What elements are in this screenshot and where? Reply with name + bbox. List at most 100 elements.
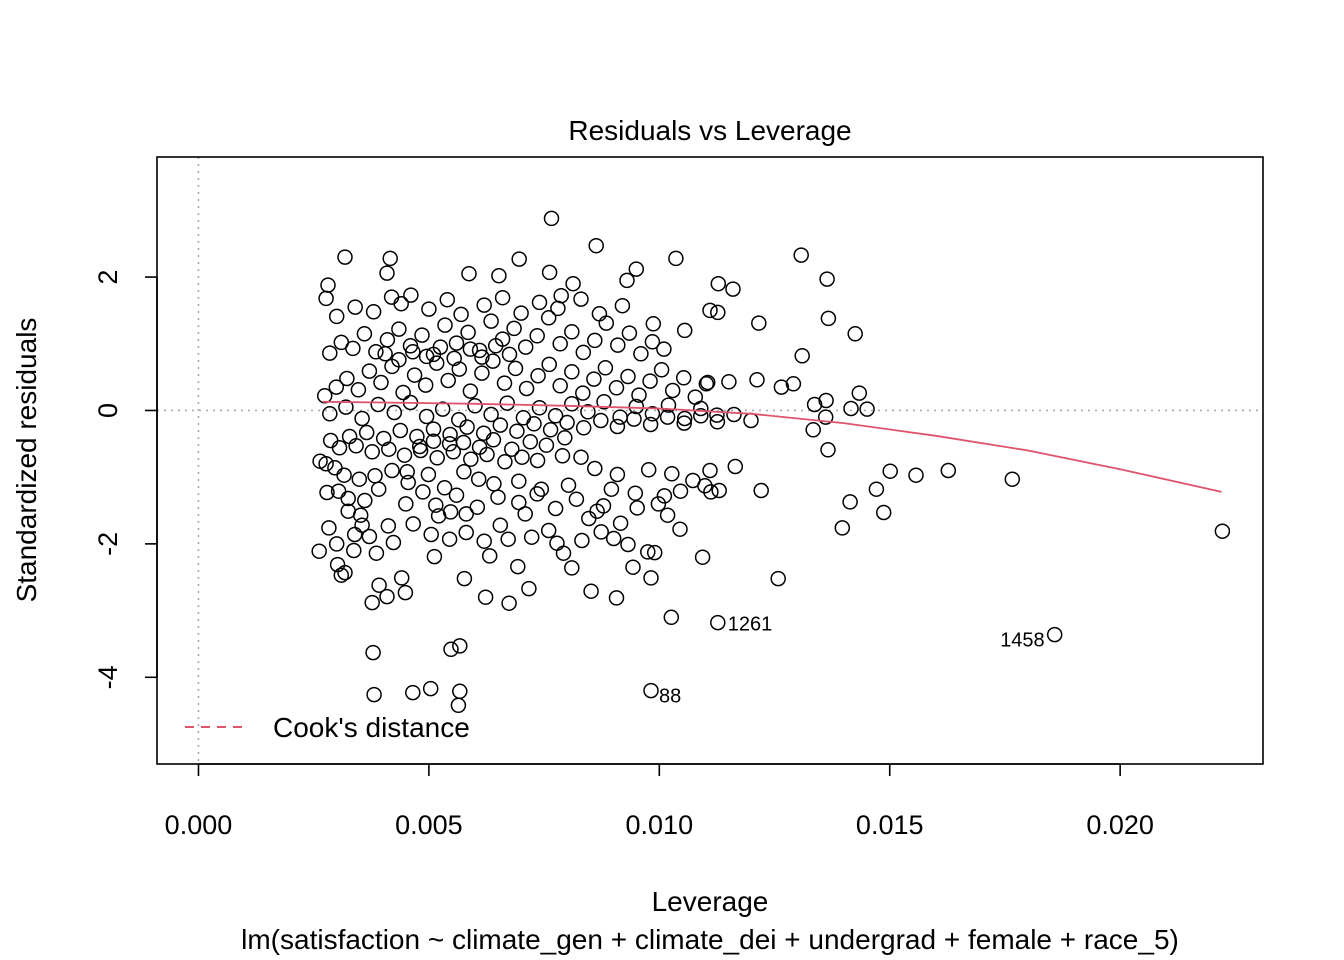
data-point: [547, 500, 564, 517]
data-point: [646, 544, 663, 561]
data-point: [672, 483, 689, 499]
data-point: [522, 434, 539, 450]
data-point: [515, 410, 532, 426]
data-point: [330, 483, 347, 499]
data-point: [510, 558, 526, 575]
data-point: [371, 577, 387, 593]
data-point: [609, 418, 626, 435]
point-label-1458: 1458: [1000, 630, 1045, 652]
data-point: [441, 531, 458, 547]
data-point: [443, 641, 459, 658]
data-point: [396, 447, 413, 463]
data-point: [656, 488, 673, 504]
data-point: [351, 471, 368, 487]
data-point: [608, 590, 625, 606]
data-point: [383, 289, 400, 305]
data-point: [492, 517, 509, 533]
data-point: [500, 531, 516, 547]
data-point: [361, 528, 378, 545]
data-point: [346, 526, 363, 543]
data-point: [785, 376, 802, 392]
x-axis-label: Leverage: [652, 886, 769, 917]
data-point: [460, 324, 476, 341]
data-point: [336, 467, 352, 483]
data-point: [452, 683, 468, 700]
data-point: [514, 449, 530, 465]
data-point: [540, 522, 557, 539]
data-point: [710, 614, 726, 631]
data-point: [726, 406, 742, 423]
data-point: [428, 497, 444, 513]
data-point: [506, 320, 522, 337]
x-tick-label: 0.020: [1086, 810, 1154, 840]
data-point: [575, 420, 592, 436]
data-point: [452, 638, 468, 654]
data-point: [398, 496, 414, 512]
data-point: [819, 271, 835, 287]
data-point: [725, 281, 741, 297]
data-point: [453, 306, 469, 323]
data-point: [405, 516, 421, 532]
data-point: [517, 506, 533, 522]
data-point: [608, 380, 625, 396]
data-point: [337, 249, 353, 265]
data-point: [405, 344, 421, 360]
data-point: [347, 299, 363, 315]
data-point: [318, 456, 334, 472]
data-point: [487, 338, 504, 354]
data-point: [429, 450, 445, 466]
data-point: [553, 287, 569, 304]
data-point: [384, 462, 400, 479]
y-axis: -4 -2 0 2: [93, 270, 158, 689]
data-point: [644, 406, 661, 422]
smooth-curve: [322, 400, 1222, 493]
data-point: [434, 401, 451, 417]
data-point: [751, 315, 767, 331]
data-point: [339, 370, 355, 387]
data-point: [470, 471, 487, 487]
data-point: [568, 491, 585, 507]
plot-frame: [156, 156, 1264, 765]
data-point: [703, 484, 719, 500]
data-point: [583, 583, 599, 599]
data-point: [627, 485, 644, 501]
data-point: [1004, 471, 1021, 487]
data-point: [361, 363, 378, 379]
y-axis-label: Standardized residuals: [11, 318, 42, 603]
data-point: [458, 506, 474, 522]
data-point: [676, 410, 693, 427]
data-point: [702, 302, 718, 319]
data-point: [517, 339, 534, 355]
data-point: [471, 342, 488, 359]
data-point: [425, 433, 442, 449]
data-point: [834, 520, 851, 536]
legend-label-cooks-distance: Cook's distance: [273, 712, 470, 743]
legend: Cook's distance: [185, 712, 470, 743]
data-point: [640, 462, 657, 478]
data-point: [459, 419, 475, 435]
data-point: [346, 542, 362, 559]
data-point: [586, 371, 602, 387]
data-point: [564, 396, 580, 412]
data-point: [574, 532, 590, 549]
data-point: [331, 440, 348, 456]
data-point: [908, 467, 924, 483]
y-tick-label: -4: [93, 665, 123, 689]
data-point: [842, 494, 858, 510]
data-point: [448, 335, 465, 351]
data-point: [645, 316, 662, 332]
x-tick-label: 0.005: [395, 810, 463, 840]
data-point: [483, 313, 499, 329]
data-point: [770, 570, 786, 587]
data-point: [379, 332, 396, 348]
data-point: [593, 524, 609, 540]
data-point: [542, 422, 559, 438]
data-point: [354, 410, 370, 427]
data-point: [321, 520, 337, 536]
data-point: [555, 545, 572, 561]
data-point: [320, 277, 336, 293]
data-point: [446, 350, 462, 367]
data-point: [598, 315, 615, 331]
data-point: [575, 344, 592, 361]
data-point: [477, 589, 494, 605]
